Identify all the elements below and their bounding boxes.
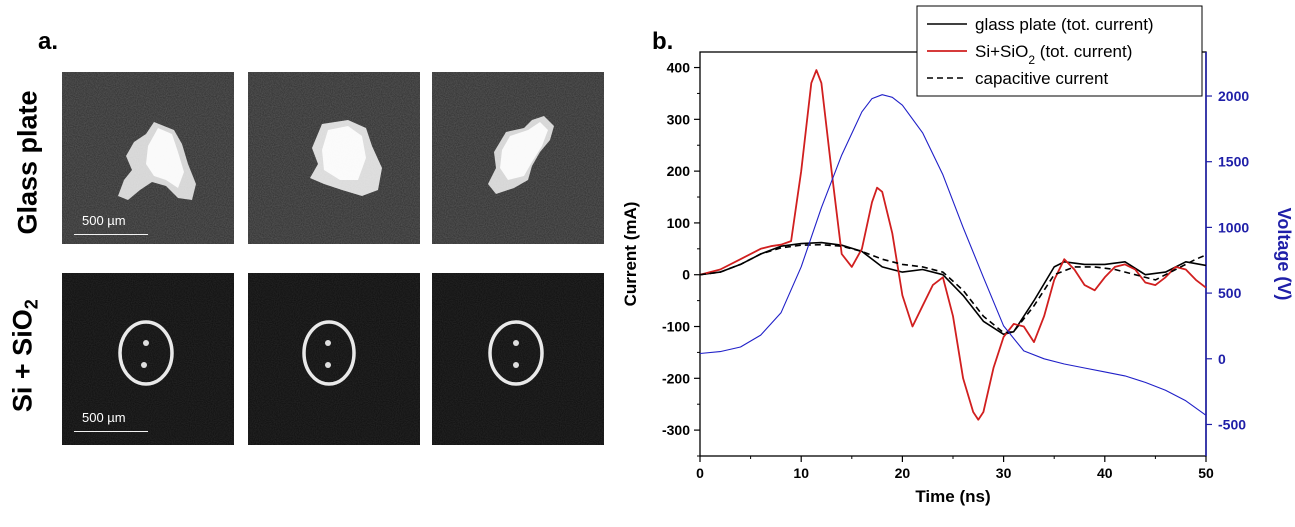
micrograph-si-3	[432, 273, 604, 445]
discharge-blob-glass-3	[432, 72, 604, 244]
x-tick-label: 40	[1097, 465, 1113, 481]
y-tick-label: -300	[662, 422, 690, 438]
y-right-tick-label: 2000	[1218, 88, 1249, 104]
micrograph-si-2	[248, 273, 420, 445]
series-glass-plate-line	[699, 241, 1207, 336]
y-tick-label: 300	[667, 111, 691, 127]
scale-label-glass: 500 µm	[82, 213, 126, 228]
panel-a-label: a.	[38, 28, 59, 55]
series-si-sio2-line	[699, 69, 1207, 421]
legend-entry-label: Si+SiO2 (tot. current)	[975, 42, 1132, 67]
legend-entry-label: glass plate (tot. current)	[975, 15, 1154, 34]
x-tick-label: 30	[996, 465, 1012, 481]
discharge-ring-si-3	[432, 273, 604, 445]
x-tick-label: 20	[895, 465, 911, 481]
panel-b-label: b.	[652, 28, 674, 55]
y-right-tick-label: 0	[1218, 351, 1226, 367]
x-tick-label: 50	[1198, 465, 1214, 481]
y-tick-label: 100	[667, 215, 691, 231]
micrograph-glass-2	[248, 72, 420, 244]
y-tick-label: 200	[667, 163, 691, 179]
micrograph-si-1: 500 µm	[62, 273, 234, 445]
x-axis-label: Time (ns)	[915, 487, 990, 506]
discharge-blob-glass-2	[248, 72, 420, 244]
legend-entry-label: capacitive current	[975, 69, 1109, 88]
y-tick-label: -200	[662, 370, 690, 386]
x-tick-label: 0	[696, 465, 704, 481]
y-right-tick-label: 500	[1218, 285, 1242, 301]
y-tick-label: 400	[667, 60, 691, 76]
micrograph-glass-1: 500 µm	[62, 72, 234, 244]
x-tick-label: 10	[793, 465, 809, 481]
y-right-tick-label: 1000	[1218, 219, 1249, 235]
plot-frame	[699, 51, 1207, 457]
scale-bar-si	[74, 431, 148, 432]
discharge-ring-si-1	[62, 273, 234, 445]
discharge-blob-glass-1	[62, 72, 234, 244]
series-capacitive-line	[699, 243, 1207, 334]
scale-bar-glass	[74, 234, 148, 235]
y-axis-label: Current (mA)	[621, 202, 640, 307]
micrograph-glass-3	[432, 72, 604, 244]
y-right-axis-label: Voltage (V)	[1274, 208, 1294, 301]
y-right-tick-label: -500	[1218, 416, 1246, 432]
y-tick-label: -100	[662, 319, 690, 335]
scale-label-si: 500 µm	[82, 410, 126, 425]
y-right-tick-label: 1500	[1218, 154, 1249, 170]
discharge-ring-si-2	[248, 273, 420, 445]
series-voltage-line	[699, 94, 1207, 416]
y-tick-label: 0	[682, 267, 690, 283]
